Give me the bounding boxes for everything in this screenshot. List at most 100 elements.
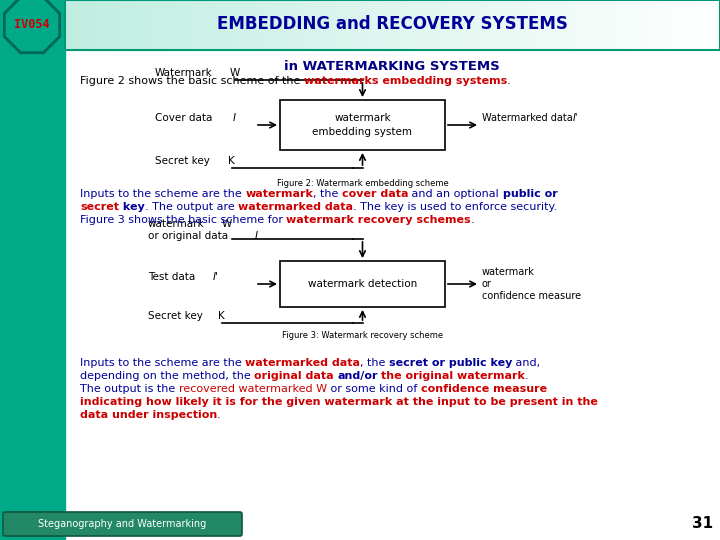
Bar [582, 0, 583, 50]
Bar [226, 0, 227, 50]
Bar [404, 0, 405, 50]
Bar [214, 0, 215, 50]
Bar [709, 0, 710, 50]
Text: confidence measure: confidence measure [420, 384, 546, 394]
Bar [691, 0, 692, 50]
Bar [551, 0, 552, 50]
Bar [172, 0, 173, 50]
Text: cover data: cover data [342, 189, 408, 199]
Bar [247, 0, 248, 50]
Bar [460, 0, 461, 50]
Bar [533, 0, 534, 50]
Bar [647, 0, 648, 50]
Bar [454, 0, 455, 50]
Text: Figure 2: Watermark embedding scheme: Figure 2: Watermark embedding scheme [276, 179, 449, 187]
Bar [218, 0, 219, 50]
Bar [413, 0, 414, 50]
Bar [105, 0, 106, 50]
Bar [75, 0, 76, 50]
Bar [319, 0, 320, 50]
Bar [719, 0, 720, 50]
Bar [431, 0, 432, 50]
Bar [108, 0, 109, 50]
Bar [326, 0, 327, 50]
Bar [417, 0, 418, 50]
Bar [390, 0, 391, 50]
Bar [117, 0, 118, 50]
Bar [524, 0, 525, 50]
Bar [684, 0, 685, 50]
Bar [439, 0, 440, 50]
Text: confidence measure: confidence measure [482, 291, 581, 301]
Bar [689, 0, 690, 50]
Bar [671, 0, 672, 50]
Bar [592, 0, 593, 50]
Bar [121, 0, 122, 50]
Bar [294, 0, 295, 50]
Bar [101, 0, 102, 50]
Bar [458, 0, 459, 50]
Bar [204, 0, 205, 50]
Bar [243, 0, 244, 50]
Bar [120, 0, 121, 50]
Bar [590, 0, 591, 50]
Bar [67, 0, 68, 50]
Text: , the: , the [360, 358, 389, 368]
Bar [235, 0, 236, 50]
Text: data under inspection: data under inspection [80, 410, 217, 420]
Bar [665, 0, 666, 50]
Bar [608, 0, 609, 50]
Text: Figure 2 shows the basic scheme of the: Figure 2 shows the basic scheme of the [80, 76, 304, 86]
Bar [303, 0, 304, 50]
Bar [538, 0, 539, 50]
Bar [698, 0, 699, 50]
Bar [376, 0, 377, 50]
Bar [216, 0, 217, 50]
Bar [309, 0, 310, 50]
Bar [297, 0, 298, 50]
Bar [116, 0, 117, 50]
Bar [622, 0, 623, 50]
Text: .: . [217, 410, 221, 420]
Bar [494, 0, 495, 50]
Bar [149, 0, 150, 50]
Bar [479, 0, 480, 50]
Bar [690, 0, 691, 50]
Bar [654, 0, 655, 50]
Bar [408, 0, 409, 50]
Bar [497, 0, 498, 50]
Bar [248, 0, 249, 50]
Text: watermarks embedding systems: watermarks embedding systems [304, 76, 507, 86]
Bar [86, 0, 87, 50]
Bar [531, 0, 532, 50]
Bar [588, 0, 589, 50]
Bar [605, 0, 606, 50]
Bar [560, 0, 561, 50]
Bar [338, 0, 339, 50]
Bar [674, 0, 675, 50]
Bar [523, 0, 524, 50]
Bar [211, 0, 212, 50]
Bar [130, 0, 131, 50]
Bar [97, 0, 98, 50]
Bar [664, 0, 665, 50]
Bar [631, 0, 632, 50]
Bar [362, 0, 363, 50]
Bar [462, 0, 463, 50]
Bar [640, 0, 641, 50]
Bar [239, 0, 240, 50]
Bar [606, 0, 607, 50]
Bar [435, 0, 436, 50]
Bar [450, 0, 451, 50]
Bar [565, 0, 566, 50]
Bar [236, 0, 237, 50]
Bar [65, 0, 66, 50]
Bar [519, 0, 520, 50]
Bar [238, 0, 239, 50]
Bar [610, 0, 611, 50]
Bar [333, 0, 334, 50]
Bar [355, 0, 356, 50]
Bar [272, 0, 273, 50]
Bar [169, 0, 170, 50]
Bar [501, 0, 502, 50]
